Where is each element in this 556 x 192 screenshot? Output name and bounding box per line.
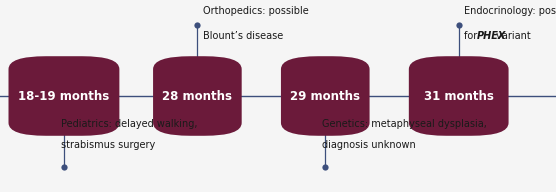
Text: Pediatrics: delayed walking,: Pediatrics: delayed walking,: [61, 119, 198, 129]
Text: Genetics: metaphyseal dysplasia,: Genetics: metaphyseal dysplasia,: [322, 119, 488, 129]
FancyBboxPatch shape: [153, 56, 242, 136]
FancyBboxPatch shape: [409, 56, 509, 136]
Text: Endocrinology: positive: Endocrinology: positive: [464, 6, 556, 16]
Text: 31 months: 31 months: [424, 89, 494, 103]
Text: 18-19 months: 18-19 months: [18, 89, 110, 103]
FancyBboxPatch shape: [8, 56, 120, 136]
Text: diagnosis unknown: diagnosis unknown: [322, 140, 416, 150]
Text: 29 months: 29 months: [290, 89, 360, 103]
Text: Orthopedics: possible: Orthopedics: possible: [203, 6, 309, 16]
FancyBboxPatch shape: [281, 56, 370, 136]
Text: for: for: [464, 31, 480, 41]
Text: strabismus surgery: strabismus surgery: [61, 140, 156, 150]
Text: Blount’s disease: Blount’s disease: [203, 31, 283, 41]
Text: variant: variant: [493, 31, 530, 41]
Text: PHEX: PHEX: [477, 31, 507, 41]
Text: 28 months: 28 months: [162, 89, 232, 103]
